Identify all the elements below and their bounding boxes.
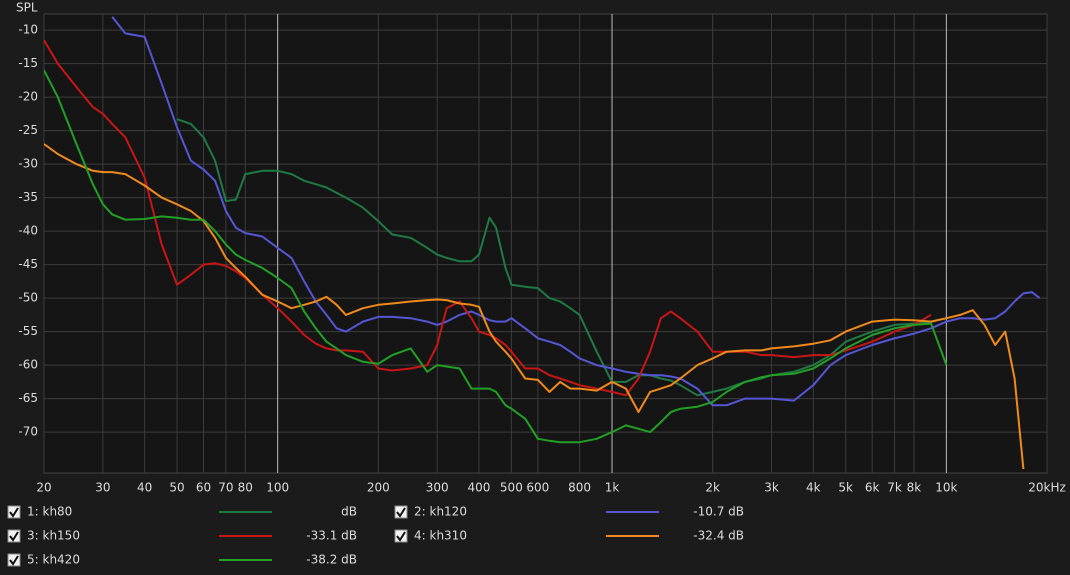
- checkbox-check[interactable]: [9, 507, 19, 518]
- x-tick-label: 200: [367, 481, 390, 495]
- legend-readout: -33.1 dB: [306, 529, 357, 543]
- legend-readout: -10.7 dB: [693, 505, 744, 519]
- x-tick-label: 2k: [705, 481, 720, 495]
- x-tick-label: 30: [95, 481, 110, 495]
- x-tick-label: 1k: [605, 481, 620, 495]
- y-tick-label: -15: [18, 56, 38, 70]
- y-tick-label: -25: [18, 123, 38, 137]
- plot-lines: [44, 16, 1041, 470]
- x-tick-label: 6k: [865, 481, 880, 495]
- checkbox-check[interactable]: [396, 531, 406, 542]
- x-tick-label: 800: [568, 481, 591, 495]
- y-tick-label: -40: [18, 224, 38, 238]
- legend-readout: dB: [341, 505, 357, 519]
- y-tick-label: -70: [18, 425, 38, 439]
- legend-label: 3: kh150: [27, 529, 80, 543]
- x-tick-label: 500: [500, 481, 523, 495]
- legend-label: 1: kh80: [27, 505, 72, 519]
- x-tick-label: 300: [426, 481, 449, 495]
- x-tick-label: 40: [137, 481, 152, 495]
- legend-readout: -38.2 dB: [306, 553, 357, 567]
- x-tick-label: 7k: [887, 481, 902, 495]
- series-line: [44, 143, 1025, 470]
- checkbox-check[interactable]: [9, 555, 19, 566]
- checkbox-check[interactable]: [396, 507, 406, 518]
- legend-checkbox[interactable]: [394, 529, 408, 543]
- x-tick-label: 20: [36, 481, 51, 495]
- y-tick-label: -55: [18, 324, 38, 338]
- x-tick-label: 70: [218, 481, 233, 495]
- x-tick-label: 80: [238, 481, 253, 495]
- legend-readout: -32.4 dB: [693, 529, 744, 543]
- x-tick-label: 3k: [764, 481, 779, 495]
- x-tick-label: 20kHz: [1028, 481, 1066, 495]
- x-tick-label: 4k: [806, 481, 821, 495]
- legend-label: 5: kh420: [27, 553, 80, 567]
- x-tick-label: 60: [196, 481, 211, 495]
- y-tick-label: -65: [18, 391, 38, 405]
- y-tick-label: -35: [18, 190, 38, 204]
- y-tick-label: -60: [18, 358, 38, 372]
- x-tick-label: 50: [169, 481, 184, 495]
- legend-checkbox[interactable]: [7, 553, 21, 567]
- series-line: [44, 69, 948, 444]
- legend-label: 4: kh310: [414, 529, 467, 543]
- x-tick-label: 400: [468, 481, 491, 495]
- x-tick-label: 100: [266, 481, 289, 495]
- y-axis-label: SPL: [16, 1, 38, 15]
- legend-checkbox[interactable]: [7, 505, 21, 519]
- x-tick-label: 8k: [907, 481, 922, 495]
- y-tick-label: -30: [18, 157, 38, 171]
- y-tick-label: -50: [18, 291, 38, 305]
- checkbox-check[interactable]: [9, 531, 19, 542]
- y-tick-label: -20: [18, 90, 38, 104]
- legend-checkbox[interactable]: [394, 505, 408, 519]
- x-tick-label: 600: [526, 481, 549, 495]
- y-tick-label: -10: [18, 23, 38, 37]
- plot-area: [43, 13, 1048, 474]
- legend-checkbox[interactable]: [7, 529, 21, 543]
- series-line: [111, 16, 1041, 407]
- x-tick-label: 5k: [838, 481, 853, 495]
- x-tick-label: 10k: [935, 481, 957, 495]
- legend-label: 2: kh120: [414, 505, 467, 519]
- y-tick-label: -45: [18, 257, 38, 271]
